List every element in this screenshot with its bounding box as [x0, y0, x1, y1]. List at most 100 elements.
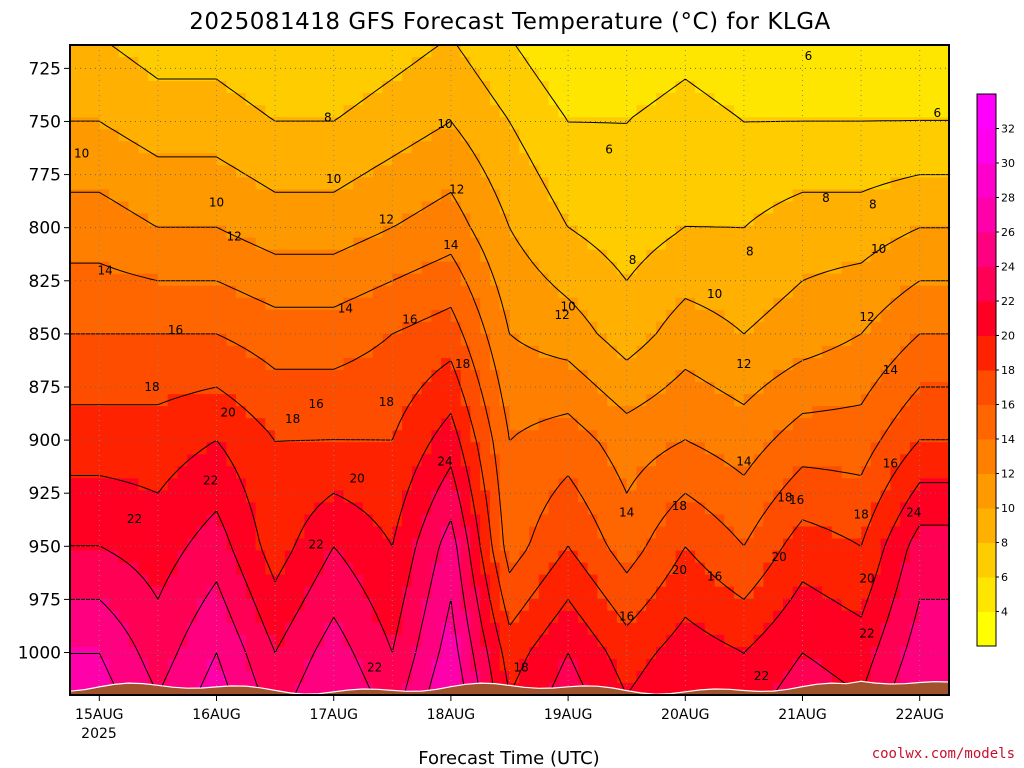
- heat-cell: [753, 418, 765, 431]
- heat-cell: [70, 165, 81, 178]
- heat-cell: [363, 45, 374, 58]
- heat-cell: [275, 610, 286, 624]
- heat-cell: [284, 225, 296, 239]
- heat-cell: [812, 93, 823, 106]
- heat-cell: [763, 129, 774, 142]
- heat-cell: [128, 249, 139, 263]
- heat-cell: [109, 610, 120, 624]
- heat-cell: [577, 93, 589, 106]
- heat-cell: [538, 538, 550, 552]
- heat-cell: [548, 550, 559, 564]
- heat-cell: [743, 490, 755, 503]
- heat-cell: [812, 478, 823, 491]
- heat-cell: [792, 634, 804, 648]
- heat-cell: [323, 502, 335, 515]
- heat-cell: [304, 345, 315, 359]
- heat-cell: [792, 418, 804, 431]
- heat-cell: [861, 201, 872, 215]
- x-tick-label: 15AUG: [75, 707, 124, 723]
- heat-cell: [909, 309, 921, 323]
- heat-cell: [275, 93, 286, 106]
- heat-cell: [577, 658, 589, 672]
- heat-cell: [831, 57, 843, 70]
- heat-cell: [382, 502, 393, 515]
- heat-cell: [480, 622, 491, 636]
- heat-cell: [314, 514, 325, 527]
- heat-cell: [900, 297, 911, 311]
- heat-cell: [685, 683, 696, 695]
- heat-cell: [939, 586, 949, 600]
- heat-cell: [636, 634, 647, 648]
- heat-cell: [919, 610, 931, 624]
- heat-cell: [851, 333, 862, 347]
- heat-cell: [538, 225, 550, 239]
- heat-cell: [226, 538, 237, 552]
- heat-cell: [822, 430, 833, 443]
- heat-cell: [109, 370, 120, 383]
- heat-cell: [880, 418, 891, 431]
- heat-cell: [656, 213, 667, 227]
- heat-cell: [411, 213, 423, 227]
- heat-cell: [675, 454, 686, 467]
- heat-cell: [441, 165, 452, 178]
- heat-cell: [167, 165, 179, 178]
- heat-cell: [851, 586, 862, 600]
- heat-cell: [372, 370, 384, 383]
- heat-cell: [499, 358, 511, 371]
- heat-cell: [656, 93, 667, 106]
- heat-cell: [861, 237, 872, 251]
- heat-cell: [353, 670, 364, 684]
- heat-cell: [450, 189, 462, 202]
- heat-cell: [177, 129, 188, 142]
- heat-cell: [919, 622, 931, 636]
- heat-cell: [343, 105, 354, 118]
- heat-cell: [265, 526, 276, 540]
- heat-cell: [743, 658, 755, 672]
- heat-cell: [109, 574, 120, 588]
- heat-cell: [870, 562, 882, 576]
- heat-cell: [529, 550, 540, 564]
- heat-cell: [509, 382, 520, 395]
- heat-cell: [870, 418, 882, 431]
- heat-cell: [929, 622, 940, 636]
- heat-cell: [79, 598, 91, 612]
- heat-cell: [314, 189, 325, 202]
- heat-cell: [411, 261, 423, 275]
- heat-cell: [626, 598, 638, 612]
- contour-label: 22: [308, 537, 323, 551]
- heat-cell: [490, 622, 501, 636]
- heat-cell: [187, 454, 198, 467]
- heat-cell: [558, 454, 569, 467]
- heat-cell: [636, 490, 647, 503]
- heat-cell: [499, 165, 511, 178]
- heat-cell: [548, 490, 559, 503]
- heat-cell: [714, 45, 725, 58]
- heat-cell: [568, 610, 579, 624]
- grid-lines: [70, 45, 949, 695]
- heat-cell: [900, 93, 911, 106]
- heat-cell: [177, 478, 188, 491]
- heat-cell: [480, 466, 491, 479]
- heat-cell: [812, 382, 823, 395]
- heat-cell: [685, 514, 696, 527]
- heat-cell: [509, 646, 520, 660]
- heat-cell: [597, 141, 608, 154]
- heat-cell: [353, 406, 364, 419]
- heat-cell: [372, 466, 384, 479]
- heat-cell: [343, 345, 354, 359]
- heat-cell: [773, 683, 784, 695]
- heat-cell: [431, 189, 442, 202]
- heat-cell: [284, 478, 296, 491]
- heat-cell: [128, 105, 139, 118]
- heat-cell: [558, 622, 569, 636]
- heat-cell: [460, 333, 472, 347]
- heat-cell: [841, 574, 852, 588]
- heat-cell: [363, 370, 374, 383]
- heat-cell: [900, 622, 911, 636]
- heat-cell: [333, 442, 345, 455]
- heat-cell: [236, 610, 247, 624]
- heat-cell: [236, 574, 247, 588]
- heat-cell: [411, 358, 423, 371]
- heat-cell: [157, 177, 169, 190]
- heat-cell: [890, 610, 901, 624]
